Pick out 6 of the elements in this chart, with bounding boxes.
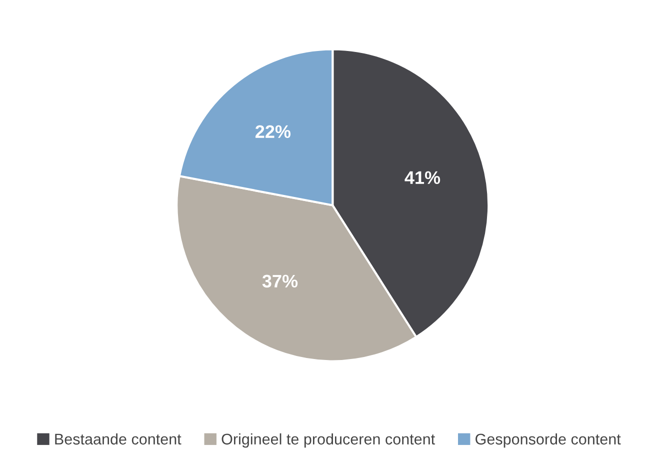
legend-label: Bestaande content [55,433,182,445]
legend-label: Gesponsorde content [476,433,621,448]
data-label: 37% [262,274,298,288]
data-label: 41% [404,171,440,184]
data-label: 22% [256,125,291,138]
legend-label: Origineel te produceren content [222,433,435,448]
